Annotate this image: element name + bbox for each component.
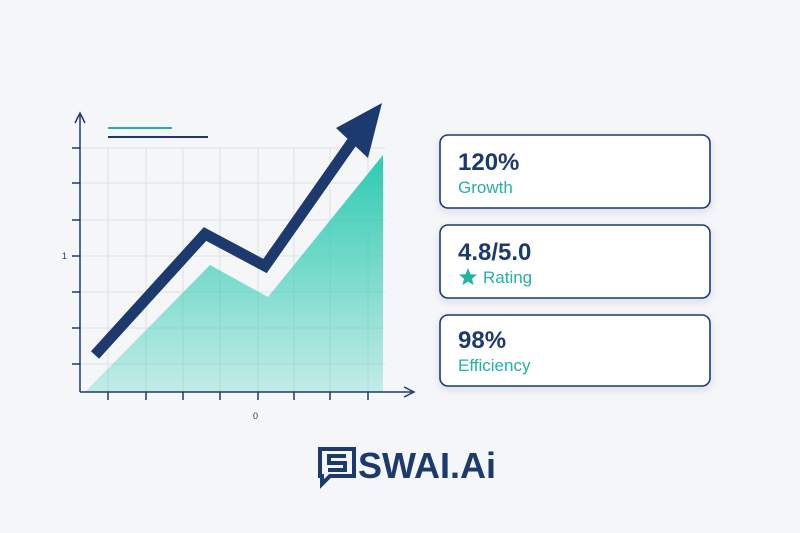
card-value: 98% xyxy=(458,327,506,354)
card-value: 4.8/5.0 xyxy=(458,239,531,266)
x-axis-label: 0 xyxy=(253,411,258,421)
card xyxy=(439,224,711,299)
logo-icon xyxy=(318,447,356,489)
card-label: Rating xyxy=(483,268,532,287)
card-label: Efficiency xyxy=(458,356,531,375)
trend-arrow xyxy=(90,138,357,359)
axes xyxy=(72,111,416,400)
logo-text: SWAI.Ai xyxy=(358,445,496,486)
card-value: 120% xyxy=(458,149,519,176)
card-label: Growth xyxy=(458,178,513,197)
card xyxy=(439,134,711,209)
card xyxy=(439,314,711,387)
arrow-head xyxy=(336,103,382,158)
star-icon xyxy=(459,268,477,285)
y-axis-label: 1 xyxy=(62,251,67,261)
area xyxy=(85,155,383,392)
